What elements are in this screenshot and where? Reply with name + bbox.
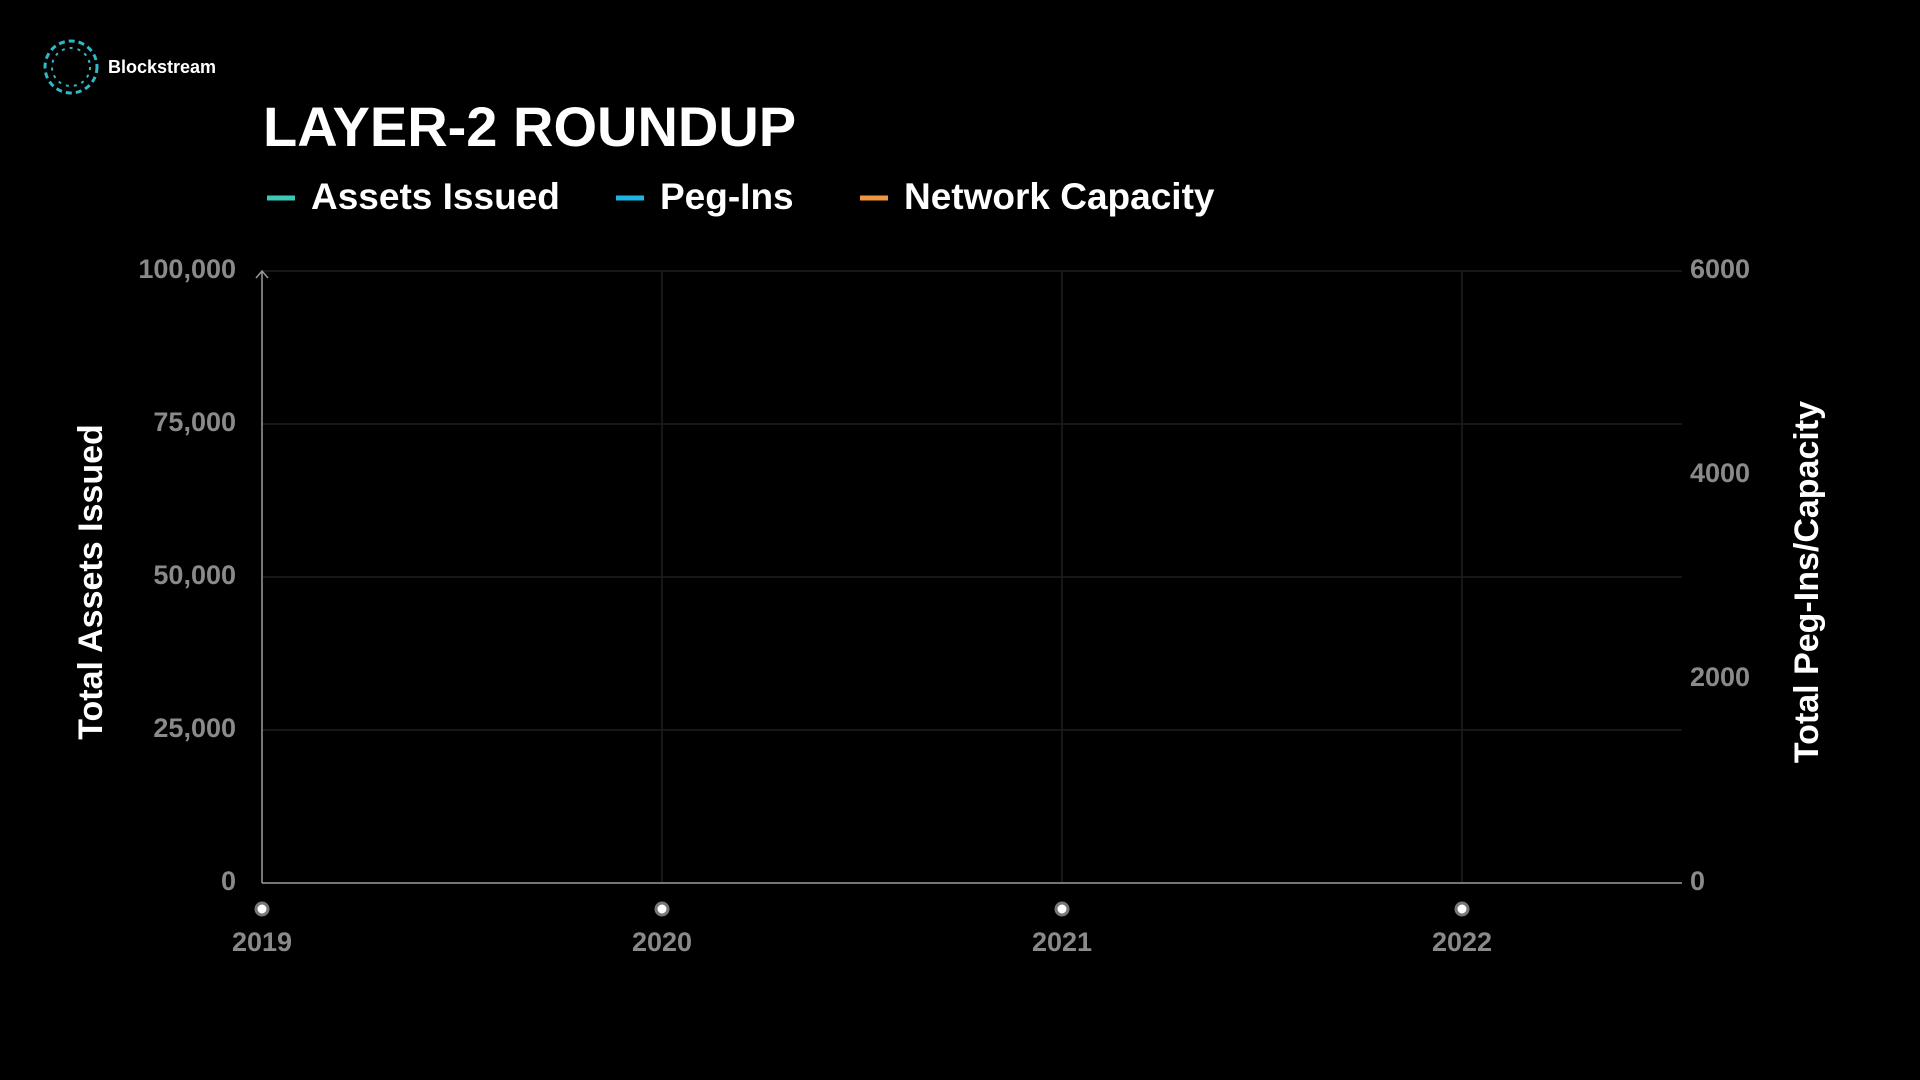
x-tick-dot	[254, 901, 270, 917]
y-axis-title: Total Assets Issued	[72, 424, 110, 740]
y-tick-label: 0	[221, 866, 236, 896]
y2-axis-title: Total Peg-Ins/Capacity	[1788, 401, 1826, 763]
y2-tick-label: 0	[1690, 866, 1705, 896]
x-tick-label: 2019	[232, 927, 292, 957]
x-tick-dot	[1454, 901, 1470, 917]
y2-tick-label: 2000	[1690, 662, 1750, 692]
y-tick-label: 50,000	[153, 560, 236, 590]
legend-label: Assets Issued	[311, 176, 560, 217]
logo-ring	[43, 39, 99, 95]
x-tick-label: 2020	[632, 927, 692, 957]
y-tick-label: 75,000	[153, 407, 236, 437]
legend-label: Peg-Ins	[660, 176, 794, 217]
brand-name: Blockstream	[108, 57, 216, 77]
y2-tick-label: 4000	[1690, 458, 1750, 488]
x-tick-dot	[654, 901, 670, 917]
y-tick-label: 100,000	[138, 254, 236, 284]
x-tick-label: 2022	[1432, 927, 1492, 957]
logo: Blockstream	[43, 39, 216, 95]
y-axis-arrow	[255, 269, 269, 279]
y-tick-label: 25,000	[153, 713, 236, 743]
y2-tick-label: 6000	[1690, 254, 1750, 284]
logo-ring-inner	[51, 47, 91, 87]
legend-label: Network Capacity	[904, 176, 1215, 217]
x-tick-dot	[1054, 901, 1070, 917]
chart-title: LAYER-2 ROUNDUP	[263, 95, 796, 158]
x-tick-label: 2021	[1032, 927, 1092, 957]
